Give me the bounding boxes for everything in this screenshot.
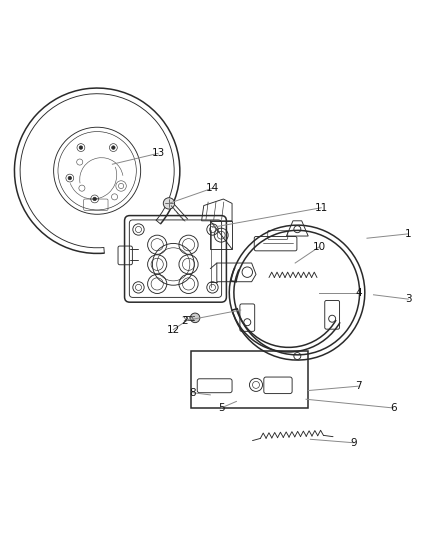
Circle shape bbox=[68, 176, 71, 180]
Circle shape bbox=[79, 146, 83, 149]
Text: 9: 9 bbox=[350, 438, 357, 448]
Text: 11: 11 bbox=[314, 203, 328, 213]
Text: 3: 3 bbox=[405, 294, 412, 304]
Text: 10: 10 bbox=[313, 242, 326, 252]
Text: 7: 7 bbox=[355, 381, 362, 391]
Text: 6: 6 bbox=[390, 403, 396, 413]
Text: 14: 14 bbox=[206, 183, 219, 193]
Circle shape bbox=[93, 197, 96, 200]
Text: 2: 2 bbox=[181, 316, 187, 326]
Text: 12: 12 bbox=[167, 325, 180, 335]
Text: 8: 8 bbox=[190, 387, 196, 398]
Text: 1: 1 bbox=[405, 229, 412, 239]
Text: 13: 13 bbox=[152, 148, 165, 158]
Circle shape bbox=[112, 146, 115, 149]
Text: 4: 4 bbox=[355, 288, 362, 297]
Text: 5: 5 bbox=[218, 403, 225, 413]
Circle shape bbox=[190, 313, 200, 322]
Circle shape bbox=[163, 198, 175, 209]
